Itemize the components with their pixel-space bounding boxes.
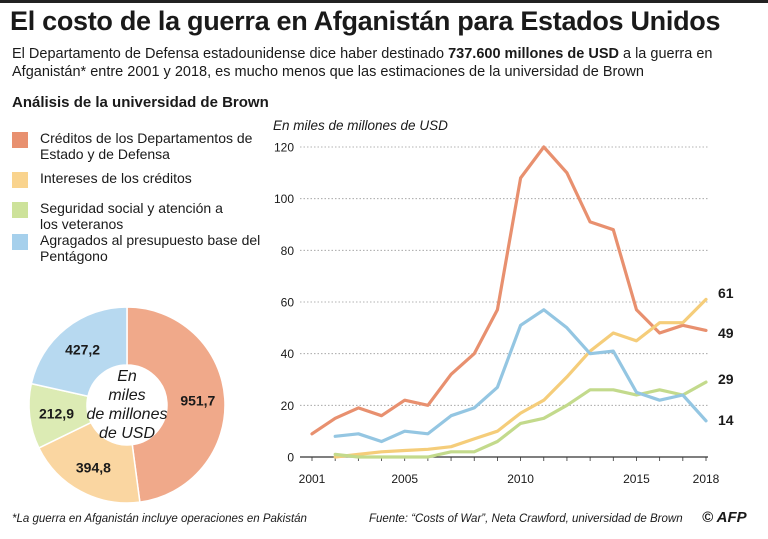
legend-item-interest: Intereses de los créditos bbox=[12, 170, 262, 204]
end-label-3: 14 bbox=[718, 412, 734, 428]
y-tick-label-60: 60 bbox=[281, 296, 295, 310]
y-tick-label-0: 0 bbox=[287, 451, 294, 465]
legend-swatch-pentagon bbox=[12, 234, 28, 250]
subtitle-highlight: 737.600 millones de USD bbox=[448, 46, 619, 62]
series-line-2 bbox=[333, 380, 708, 459]
donut-center-line-1: miles bbox=[108, 387, 145, 404]
donut-center-line-2: de millones bbox=[87, 406, 168, 423]
x-tick-label-2018: 2018 bbox=[693, 472, 720, 486]
y-tick-label-80: 80 bbox=[281, 244, 295, 258]
legend-item-pentagon: Agragados al presupuesto base del Pentág… bbox=[12, 232, 262, 266]
end-label-2: 29 bbox=[718, 371, 734, 387]
y-tick-label-120: 120 bbox=[274, 141, 294, 155]
legend-label-interest: Intereses de los créditos bbox=[40, 170, 192, 186]
page-title: El costo de la guerra en Afganistán para… bbox=[10, 6, 721, 36]
donut-center-line-3: de USD bbox=[99, 425, 155, 442]
legend-item-credits: Créditos de los Departamentos de Estado … bbox=[12, 130, 262, 164]
x-tick-label-2010: 2010 bbox=[507, 472, 534, 486]
section-title: Análisis de la universidad de Brown bbox=[12, 94, 269, 111]
legend-label-pentagon: Agragados al presupuesto base del Pentág… bbox=[40, 232, 261, 264]
legend-swatch-veterans bbox=[12, 202, 28, 218]
end-label-1: 61 bbox=[718, 285, 734, 301]
series-line-0 bbox=[310, 145, 708, 436]
end-label-0: 49 bbox=[718, 325, 734, 341]
legend-swatch-credits bbox=[12, 132, 28, 148]
subtitle: El Departamento de Defensa estadounidens… bbox=[12, 45, 757, 81]
donut-center-line-0: En bbox=[117, 368, 137, 385]
footnote: *La guerra en Afganistán incluye operaci… bbox=[12, 513, 307, 525]
subtitle-text-end: a la guerra en Afganistán* entre 2001 y … bbox=[12, 46, 713, 80]
series-line-1 bbox=[333, 297, 708, 459]
top-rule bbox=[0, 0, 768, 3]
legend-label-credits: Créditos de los Departamentos de Estado … bbox=[40, 130, 253, 162]
donut-label-3: 427,2 bbox=[65, 342, 100, 358]
y-tick-label-20: 20 bbox=[281, 399, 295, 413]
donut-label-1: 394,8 bbox=[76, 460, 111, 476]
donut-label-0: 951,7 bbox=[180, 392, 215, 408]
legend-swatch-interest bbox=[12, 172, 28, 188]
x-tick-label-2015: 2015 bbox=[623, 472, 650, 486]
y-tick-label-100: 100 bbox=[274, 192, 294, 206]
donut-slice-0 bbox=[126, 306, 226, 503]
legend: Créditos de los Departamentos de Estado … bbox=[12, 130, 262, 266]
x-tick-label-2001: 2001 bbox=[299, 472, 326, 486]
legend-item-veterans: Seguridad social y atención a los vetera… bbox=[12, 200, 240, 234]
x-tick-label-2005: 2005 bbox=[391, 472, 418, 486]
subtitle-text-start: El Departamento de Defensa estadounidens… bbox=[12, 46, 449, 62]
source: Fuente: “Costs of War”, Neta Crawford, u… bbox=[369, 513, 683, 525]
y-tick-label-40: 40 bbox=[281, 347, 295, 361]
donut-slice-1 bbox=[37, 421, 141, 504]
donut-slice-3 bbox=[30, 306, 128, 398]
afp-logo: © AFP bbox=[702, 509, 747, 526]
series-line-3 bbox=[333, 308, 708, 444]
donut-label-2: 212,9 bbox=[39, 405, 74, 421]
legend-label-veterans: Seguridad social y atención a los vetera… bbox=[40, 200, 223, 232]
y-axis-unit: En miles de millones de USD bbox=[273, 118, 448, 133]
